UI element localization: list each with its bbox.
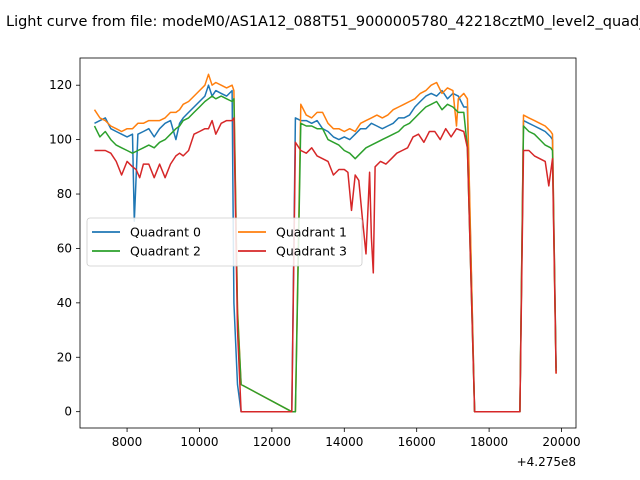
x-axis-offset-label: +4.275e8 <box>517 455 576 469</box>
x-tick-label: 14000 <box>325 435 363 449</box>
x-tick-label: 16000 <box>398 435 436 449</box>
y-tick-label: 0 <box>64 405 72 419</box>
y-tick-label: 120 <box>49 78 72 92</box>
legend-box <box>86 217 363 267</box>
series-line-quadrant-2 <box>93 95 557 413</box>
y-tick-label: 40 <box>57 296 72 310</box>
x-tick-label: 20000 <box>542 435 580 449</box>
y-tick-label: 80 <box>57 187 72 201</box>
legend: Quadrant 0 Quadrant 1 Quadrant 2 Quadrant 3 <box>86 217 363 267</box>
y-tick-label: 20 <box>57 350 72 364</box>
x-tick-label: 8000 <box>112 435 143 449</box>
y-tick-label: 100 <box>49 133 72 147</box>
x-tick-label: 10000 <box>180 435 218 449</box>
legend-label-quadrant-0: Quadrant 0 <box>130 225 201 240</box>
series-line-quadrant-0 <box>94 84 557 413</box>
legend-label-quadrant-3: Quadrant 3 <box>276 244 347 259</box>
x-tick-label: 18000 <box>470 435 508 449</box>
plot-frame <box>79 57 577 429</box>
y-tick-label: 60 <box>57 241 72 255</box>
x-tick-label: 12000 <box>253 435 291 449</box>
legend-label-quadrant-2: Quadrant 2 <box>130 244 201 259</box>
legend-label-quadrant-1: Quadrant 1 <box>276 225 347 240</box>
series-line-quadrant-3 <box>94 117 557 413</box>
chart-title: Light curve from file: modeM0/AS1A12_088… <box>6 14 640 30</box>
